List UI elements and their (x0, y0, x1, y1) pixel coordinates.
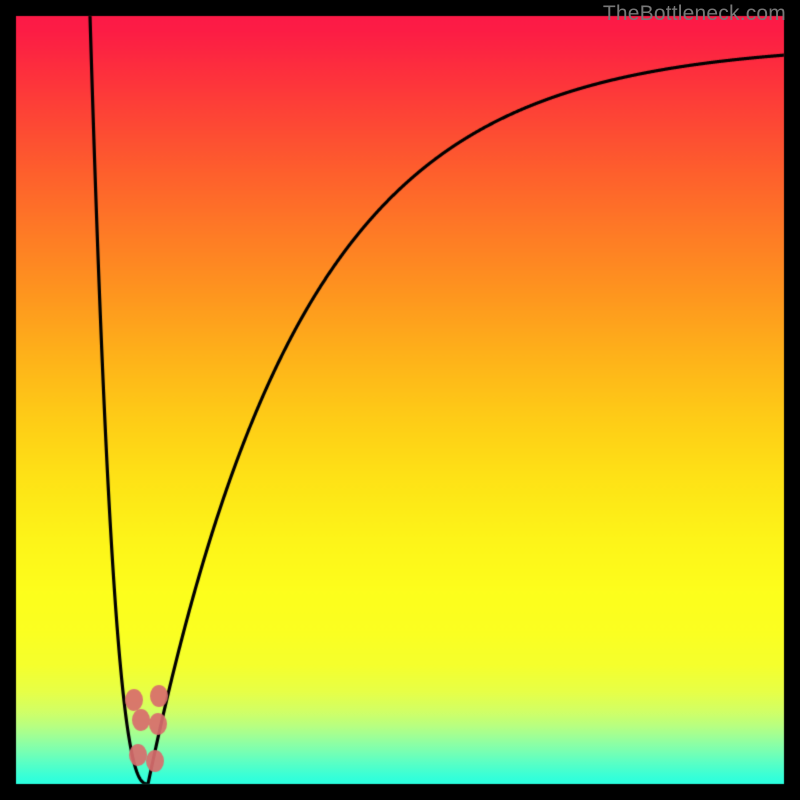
watermark-text: TheBottleneck.com (603, 2, 786, 26)
curve-and-points-layer (0, 0, 800, 800)
chart-stage: TheBottleneck.com (0, 0, 800, 800)
